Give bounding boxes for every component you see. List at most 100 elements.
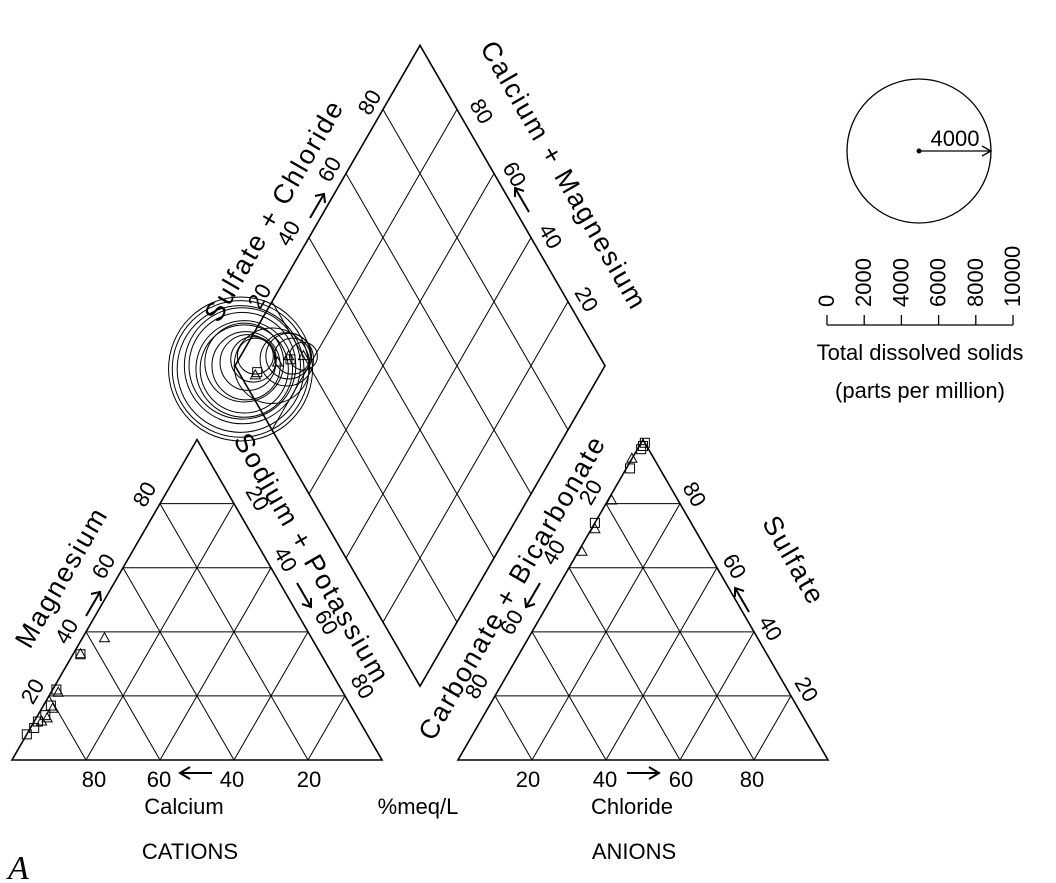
anion-triangle-frame: [456, 437, 830, 761]
legend-radius-arrow: [919, 145, 993, 157]
anion-point-square: [636, 444, 647, 455]
anion-point-triangle: [626, 452, 638, 463]
diamond-tds-circle: [188, 311, 297, 420]
cation-axis-title-sodium-potassium: Sodium + Potassium: [228, 428, 396, 689]
cation-calcium-tick-20: 20: [297, 767, 321, 792]
cation-grid-line: [48, 695, 87, 761]
legend-scale-label: 10000: [1000, 246, 1025, 307]
cation-point-square: [32, 716, 43, 727]
cation-grid-line: [159, 567, 272, 761]
anion-point-triangle: [576, 545, 588, 556]
diamond-cm-tick-80: 80: [465, 94, 499, 128]
diamond-tds-circle: [204, 322, 285, 403]
anion-grid-line: [568, 567, 681, 761]
anion-axis-title-chloride: Chloride: [591, 794, 673, 819]
cation-triangle-frame: [10, 437, 384, 761]
arrow-sulfate: [734, 586, 750, 613]
legend-scale-label: 0: [814, 295, 839, 307]
legend-scale-label: 8000: [963, 258, 988, 307]
anion-point-square: [625, 463, 636, 474]
diamond-grid-line: [271, 109, 458, 431]
anion-point-triangle: [589, 522, 601, 534]
figure-letter: A: [6, 850, 29, 883]
cation-point-square: [45, 700, 56, 711]
diamond-grid-line: [382, 109, 569, 431]
anion-grid-line: [494, 695, 533, 761]
cation-calcium-tick-80: 80: [82, 767, 106, 792]
cation-point-triangle: [46, 702, 59, 713]
anions-caption: ANIONS: [592, 839, 676, 864]
cation-point-square: [40, 710, 51, 721]
diamond-point-triangle: [271, 356, 284, 367]
diamond-grid-line: [271, 301, 458, 623]
legend-scale-label: 6000: [926, 258, 951, 307]
diamond-tds-circle: [199, 324, 289, 414]
anion-chloride-tick-20: 20: [516, 767, 540, 792]
cations-caption: CATIONS: [142, 839, 238, 864]
anion-chloride-tick-40: 40: [593, 767, 617, 792]
diamond-point-square: [252, 367, 263, 378]
cation-axis-title-calcium: Calcium: [144, 794, 223, 819]
anion-sulfate-tick-80: 80: [678, 477, 712, 511]
anion-chloride-tick-80: 80: [740, 767, 764, 792]
anion-grid-line: [679, 631, 755, 761]
diamond-tds-circle: [168, 296, 314, 442]
diamond-tds-circle: [259, 332, 314, 387]
diamond-tds-circle: [265, 332, 312, 380]
diamond-point-square: [285, 354, 296, 365]
cation-grid-line: [85, 631, 161, 761]
arrow-chloride: [627, 766, 661, 780]
anion-grid-line: [531, 631, 607, 761]
cation-magnesium-tick-40: 40: [50, 614, 84, 648]
units-label: %meq/L: [378, 794, 459, 819]
arrow-sodium-potassium: [296, 582, 312, 609]
diamond-tds-circle: [273, 337, 311, 375]
cation-grid-line: [307, 695, 346, 761]
diamond-cm-tick-60: 60: [498, 157, 532, 191]
diamond-frame: [234, 43, 606, 688]
arrow-calcium: [178, 766, 212, 780]
cation-calcium-tick-40: 40: [220, 767, 244, 792]
diamond-tds-circle: [236, 337, 274, 375]
legend-example-value: 4000: [931, 126, 980, 151]
arrow-magnesium: [85, 590, 102, 617]
diamond-tds-circle: [183, 307, 301, 425]
cation-point-square: [51, 684, 62, 695]
cation-point-triangle: [74, 647, 87, 659]
anion-grid-line: [605, 567, 718, 761]
plot-frames: [10, 43, 830, 761]
legend: 4000 0 2000 4000 6000 8000 10000 Total dissol…: [814, 78, 1025, 403]
legend-subtitle: (parts per million): [835, 378, 1005, 403]
cation-point-triangle: [52, 686, 65, 697]
anion-axis-title-carbonate-bicarbonate: Carbonate + Bicarbonate: [412, 430, 611, 745]
diamond-point-triangle: [297, 349, 310, 361]
cation-point-square: [29, 722, 40, 733]
cation-point-triangle: [98, 631, 111, 643]
arrow-calcium-magnesium: [514, 186, 530, 213]
grid-lines: [48, 109, 792, 761]
legend-scale-bar: 0 2000 4000 6000 8000 10000: [814, 246, 1025, 326]
diamond-sc-tick-80: 80: [353, 85, 387, 119]
diamond-tds-circle: [176, 305, 305, 433]
anion-point-triangle: [605, 493, 618, 505]
legend-title: Total dissolved solids: [817, 340, 1024, 365]
diamond-cm-tick-40: 40: [534, 219, 568, 253]
cation-point-triangle: [35, 715, 48, 726]
diamond-cm-tick-20: 20: [570, 282, 604, 316]
diamond-grid-line: [345, 237, 532, 559]
anion-point-square: [589, 517, 600, 528]
diamond-grid-line: [382, 301, 569, 623]
cation-magnesium-tick-80: 80: [128, 477, 162, 511]
anion-point-square: [639, 437, 650, 448]
arrow-sulfate-chloride: [309, 192, 326, 219]
anion-point-square: [638, 440, 648, 451]
cation-point-triangle: [41, 711, 53, 723]
cation-calcium-tick-60: 60: [147, 767, 171, 792]
diamond-tds-circle: [195, 320, 294, 418]
diamond-grid-line: [345, 173, 532, 495]
legend-scale-label: 2000: [851, 258, 876, 307]
cation-point-square: [21, 729, 32, 740]
diamond-grid-line: [308, 237, 495, 559]
anion-chloride-tick-60: 60: [669, 767, 693, 792]
